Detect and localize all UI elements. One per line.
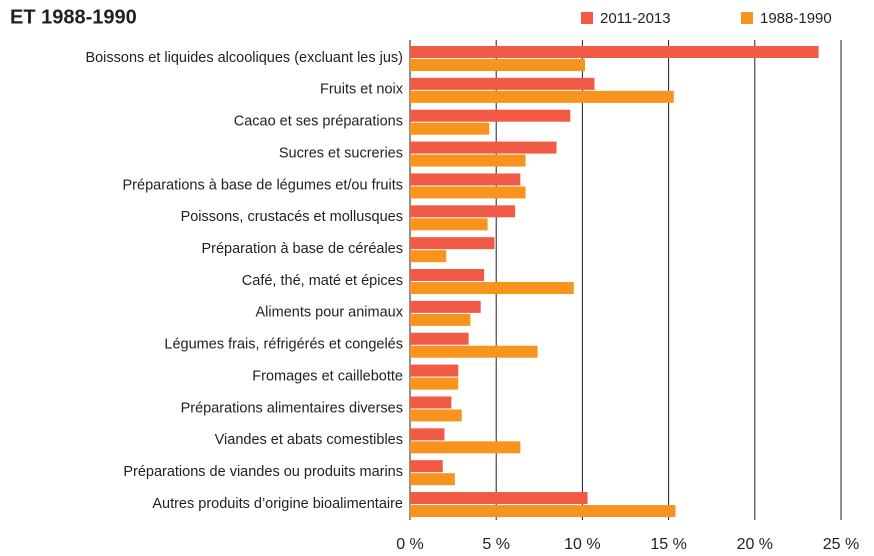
y-tick-label: Fromages et caillebotte <box>252 368 403 384</box>
bar <box>410 154 526 167</box>
bar <box>410 505 676 518</box>
bar <box>410 46 819 58</box>
x-tick-label: 25 % <box>823 536 859 553</box>
bar <box>410 313 471 326</box>
bar <box>410 460 443 473</box>
y-tick-label: Café, thé, maté et épices <box>242 273 403 289</box>
y-tick-label: Viandes et abats comestibles <box>215 432 403 448</box>
chart-title: ET 1988-1990 <box>10 6 137 28</box>
bar <box>410 250 447 263</box>
legend-label: 1988-1990 <box>760 10 832 27</box>
legend-swatch <box>581 12 593 24</box>
bar <box>410 141 557 154</box>
bar <box>410 473 455 486</box>
bar <box>410 492 588 505</box>
bar <box>410 428 445 441</box>
bar <box>410 205 516 218</box>
y-tick-label: Préparations alimentaires diverses <box>181 400 403 416</box>
bar <box>410 377 459 390</box>
bar <box>410 409 462 422</box>
x-tick-label: 15 % <box>650 536 686 553</box>
bar <box>410 364 459 377</box>
bar <box>410 345 538 358</box>
y-tick-label: Préparations à base de légumes et/ou fru… <box>123 177 404 193</box>
bar <box>410 396 452 409</box>
bar <box>410 332 469 345</box>
y-tick-label: Autres produits d’origine bioalimentaire <box>152 496 403 512</box>
y-tick-label: Légumes frais, réfrigérés et congelés <box>164 337 403 353</box>
x-tick-label: 5 % <box>482 536 510 553</box>
bar <box>410 218 488 231</box>
x-tick-label: 0 % <box>396 536 424 553</box>
y-tick-label: Sucres et sucreries <box>279 145 403 161</box>
bar <box>410 237 495 250</box>
y-tick-label: Poissons, crustacés et mollusques <box>181 209 403 225</box>
legend-swatch <box>741 12 753 24</box>
bar <box>410 59 585 71</box>
y-tick-label: Cacao et ses préparations <box>234 114 403 130</box>
y-tick-label: Fruits et noix <box>320 82 404 98</box>
bar <box>410 186 526 199</box>
bar <box>410 90 674 103</box>
x-tick-label: 20 % <box>737 536 773 553</box>
bar <box>410 282 574 295</box>
bar <box>410 173 521 186</box>
bar <box>410 300 481 313</box>
bar <box>410 122 490 135</box>
legend-label: 2011-2013 <box>600 10 671 27</box>
bar <box>410 269 485 282</box>
bar <box>410 441 521 454</box>
x-tick-label: 10 % <box>564 536 600 553</box>
y-tick-label: Boissons et liquides alcooliques (exclua… <box>85 50 403 66</box>
y-tick-label: Préparations de viandes ou produits mari… <box>123 464 403 480</box>
bar <box>410 109 571 122</box>
y-tick-label: Aliments pour animaux <box>256 305 404 321</box>
bar <box>410 77 595 90</box>
y-tick-label: Préparation à base de céréales <box>201 241 403 257</box>
